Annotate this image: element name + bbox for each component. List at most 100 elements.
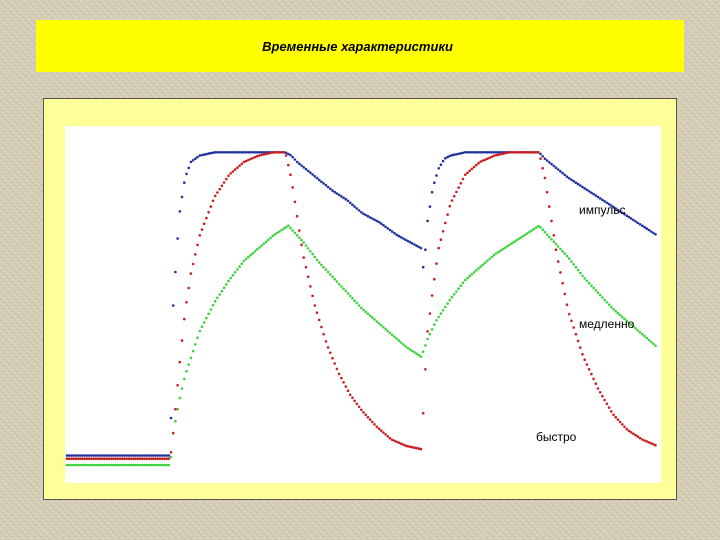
data-point-impulse (140, 454, 144, 457)
data-point-fast (121, 457, 124, 461)
data-point-impulse (457, 152, 460, 156)
data-point-impulse (360, 211, 363, 214)
data-point-impulse (607, 202, 611, 206)
data-point-slow (174, 419, 177, 423)
data-point-impulse (623, 212, 626, 216)
data-point-impulse (233, 151, 237, 154)
data-point-fast (537, 151, 540, 154)
data-point-fast (72, 457, 75, 461)
data-point-fast (329, 351, 332, 355)
data-point-slow (196, 336, 199, 339)
data-point-slow (519, 236, 522, 239)
data-point-slow (492, 253, 496, 257)
data-point-impulse (362, 212, 365, 216)
data-point-impulse (129, 454, 133, 457)
data-point-fast (127, 457, 131, 461)
data-point-fast (251, 156, 255, 160)
data-point-slow (134, 463, 137, 467)
data-point-fast (129, 457, 133, 461)
data-point-slow (618, 313, 622, 317)
data-point-fast (481, 159, 485, 162)
data-point-slow (388, 331, 392, 335)
data-point-slow (220, 289, 224, 293)
data-point-fast (92, 457, 95, 461)
data-point-impulse (74, 454, 78, 457)
data-point-slow (545, 233, 549, 236)
data-point-fast (258, 154, 261, 157)
data-point-impulse (107, 454, 111, 457)
data-point-impulse (335, 192, 339, 195)
data-point-impulse (419, 246, 423, 250)
data-point-slow (275, 231, 279, 235)
data-point-fast (324, 340, 328, 343)
data-point-fast (256, 154, 259, 158)
data-point-fast (158, 457, 162, 461)
data-point-impulse (176, 237, 179, 240)
data-point-impulse (499, 151, 502, 154)
data-point-slow (143, 463, 146, 467)
data-point-impulse (213, 151, 217, 154)
data-point-fast (397, 441, 401, 445)
data-point-impulse (393, 231, 396, 235)
data-point-fast (116, 457, 120, 461)
data-point-slow (565, 254, 569, 258)
data-point-impulse (158, 454, 162, 457)
data-point-slow (335, 280, 339, 283)
data-point-fast (163, 457, 166, 461)
data-point-impulse (289, 153, 292, 157)
data-point-impulse (247, 151, 250, 154)
data-point-impulse (459, 152, 463, 155)
data-point-impulse (567, 177, 571, 180)
data-point-impulse (371, 217, 374, 220)
page-title: Временные характеристики (262, 38, 453, 54)
data-point-fast (629, 431, 633, 434)
data-point-fast (247, 158, 250, 162)
data-point-slow (112, 463, 115, 467)
data-point-fast (439, 238, 443, 241)
data-point-slow (140, 463, 144, 467)
data-point-slow (70, 463, 73, 467)
data-point-slow (444, 305, 447, 309)
data-point-fast (492, 154, 496, 158)
data-point-slow (594, 289, 598, 292)
series-label-fast: быстро (536, 430, 577, 444)
data-point-impulse (183, 181, 186, 184)
data-point-impulse (415, 244, 418, 247)
data-point-impulse (315, 176, 319, 180)
data-point-slow (468, 274, 472, 278)
data-point-slow (477, 267, 480, 270)
data-point-impulse (238, 151, 241, 154)
data-point-fast (351, 396, 354, 400)
data-point-impulse (441, 159, 445, 163)
data-point-impulse (125, 454, 128, 457)
data-point-slow (390, 333, 394, 337)
data-point-fast (238, 164, 241, 167)
data-point-slow (397, 339, 401, 342)
data-point-fast (448, 204, 452, 208)
data-point-fast (570, 319, 573, 323)
data-point-slow (643, 334, 646, 338)
data-point-fast (289, 173, 292, 176)
data-point-slow (67, 463, 71, 467)
data-point-slow (253, 250, 257, 253)
data-point-slow (384, 327, 387, 331)
title-banner: Временные характеристики (36, 20, 684, 72)
data-point-slow (366, 312, 370, 316)
data-point-slow (278, 230, 281, 233)
data-point-fast (287, 163, 290, 167)
data-point-slow (309, 250, 312, 253)
data-point-fast (187, 286, 190, 290)
data-point-fast (132, 457, 135, 461)
data-point-fast (123, 457, 126, 461)
data-point-impulse (435, 174, 438, 177)
data-point-slow (90, 463, 93, 467)
data-point-slow (629, 323, 633, 326)
data-point-impulse (67, 454, 71, 457)
data-point-impulse (165, 454, 168, 457)
data-point-slow (572, 263, 575, 266)
data-point-fast (654, 444, 657, 447)
data-point-impulse (320, 180, 323, 183)
data-point-slow (592, 286, 595, 290)
data-point-slow (406, 346, 410, 350)
data-point-fast (472, 165, 476, 169)
